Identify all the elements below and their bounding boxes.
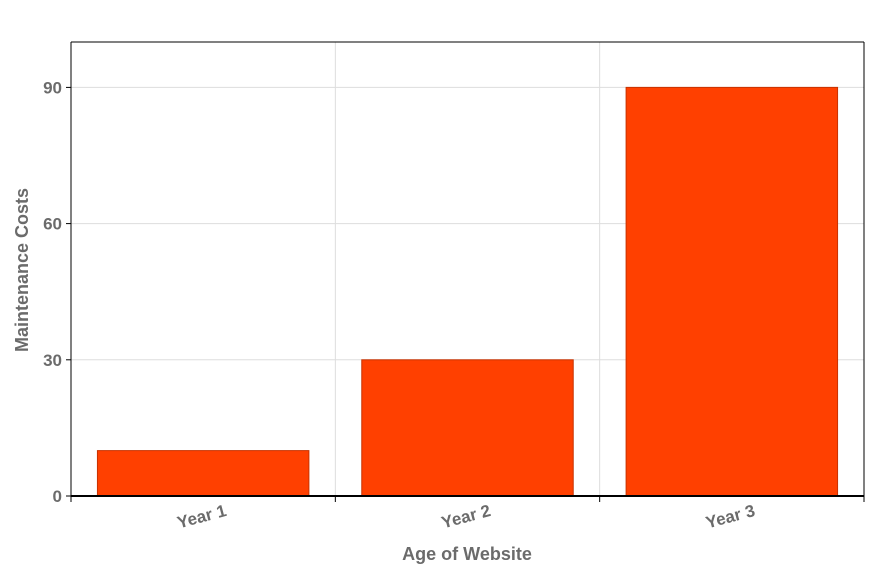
x-tick-label: Year 2 bbox=[439, 501, 492, 532]
y-tick-labels: 0 30 60 90 bbox=[43, 78, 62, 506]
y-axis-title: Maintenance Costs bbox=[12, 188, 32, 352]
bar bbox=[625, 86, 839, 497]
x-tick-label: Year 1 bbox=[175, 501, 228, 532]
bars bbox=[96, 86, 839, 497]
x-tick-label: Year 3 bbox=[704, 501, 757, 532]
y-tick-label: 90 bbox=[43, 78, 62, 97]
y-tick-label: 30 bbox=[43, 351, 62, 370]
y-tick-label: 60 bbox=[43, 215, 62, 234]
bar bbox=[361, 359, 574, 497]
bar bbox=[96, 450, 310, 497]
axes bbox=[66, 41, 865, 502]
y-tick-label: 0 bbox=[53, 487, 62, 506]
x-axis-title: Age of Website bbox=[402, 544, 532, 564]
x-tick-labels: Year 1 Year 2 Year 3 bbox=[175, 501, 757, 532]
